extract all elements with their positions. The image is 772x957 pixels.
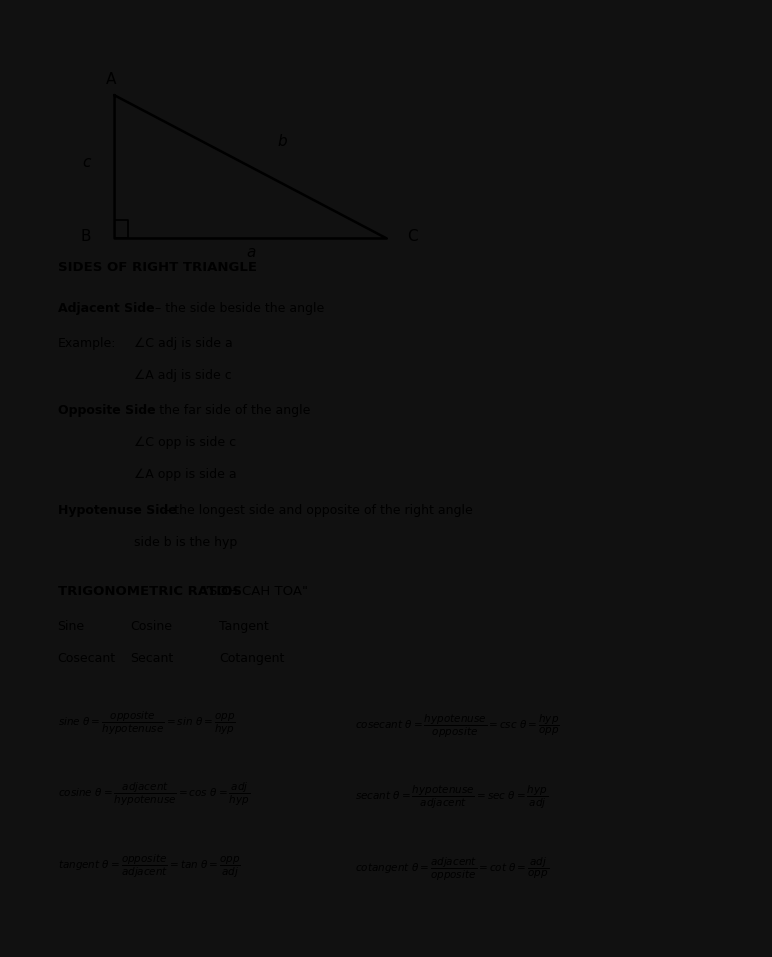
- Text: $cotangent\ \theta = \dfrac{adjacent}{opposite} = cot\ \theta = \dfrac{adj}{opp}: $cotangent\ \theta = \dfrac{adjacent}{op…: [355, 856, 550, 883]
- Text: ∠C opp is side c: ∠C opp is side c: [134, 436, 235, 450]
- Text: Opposite Side: Opposite Side: [58, 405, 155, 417]
- Text: c: c: [82, 155, 90, 170]
- Text: ∠A opp is side a: ∠A opp is side a: [134, 468, 236, 481]
- Text: Cosecant: Cosecant: [58, 652, 116, 665]
- Text: Secant: Secant: [130, 652, 174, 665]
- Text: A: A: [107, 72, 117, 87]
- Text: – the side beside the angle: – the side beside the angle: [151, 301, 324, 315]
- Text: Adjacent Side: Adjacent Side: [58, 301, 154, 315]
- Text: $sine\ \theta = \dfrac{opposite}{hypotenuse} = sin\ \theta = \dfrac{opp}{hyp}$: $sine\ \theta = \dfrac{opposite}{hypoten…: [58, 709, 235, 737]
- Text: Cotangent: Cotangent: [219, 652, 284, 665]
- Text: ∠A adj is side c: ∠A adj is side c: [134, 369, 232, 382]
- Text: Example:: Example:: [58, 337, 116, 350]
- Text: b: b: [277, 134, 287, 149]
- Text: TRIGONOMETRIC RATIOS: TRIGONOMETRIC RATIOS: [58, 585, 242, 597]
- Text: Hypotenuse Side: Hypotenuse Side: [58, 503, 176, 517]
- Text: Cosine: Cosine: [130, 620, 172, 633]
- Text: "SOH CAH TOA": "SOH CAH TOA": [203, 585, 308, 597]
- Text: a: a: [246, 245, 256, 260]
- Text: – the longest side and opposite of the right angle: – the longest side and opposite of the r…: [160, 503, 473, 517]
- Text: $cosecant\ \theta = \dfrac{hypotenuse}{opposite} = csc\ \theta = \dfrac{hyp}{opp: $cosecant\ \theta = \dfrac{hypotenuse}{o…: [355, 713, 560, 740]
- Text: – the far side of the angle: – the far side of the angle: [145, 405, 310, 417]
- Text: SIDES OF RIGHT TRIANGLE: SIDES OF RIGHT TRIANGLE: [58, 261, 256, 275]
- Text: $tangent\ \theta = \dfrac{opposite}{adjacent} = tan\ \theta = \dfrac{opp}{adj}$: $tangent\ \theta = \dfrac{opposite}{adja…: [58, 853, 241, 879]
- Text: C: C: [407, 230, 418, 244]
- Text: Tangent: Tangent: [219, 620, 269, 633]
- Text: $cosine\ \theta = \dfrac{adjacent}{hypotenuse} = cos\ \theta = \dfrac{adj}{hyp}$: $cosine\ \theta = \dfrac{adjacent}{hypot…: [58, 781, 249, 808]
- Text: side b is the hyp: side b is the hyp: [134, 536, 237, 548]
- Text: Sine: Sine: [58, 620, 85, 633]
- Text: $secant\ \theta = \dfrac{hypotenuse}{adjacent} = sec\ \theta = \dfrac{hyp}{adj}$: $secant\ \theta = \dfrac{hypotenuse}{adj…: [355, 784, 548, 812]
- Text: B: B: [81, 230, 91, 244]
- Text: ∠C adj is side a: ∠C adj is side a: [134, 337, 232, 350]
